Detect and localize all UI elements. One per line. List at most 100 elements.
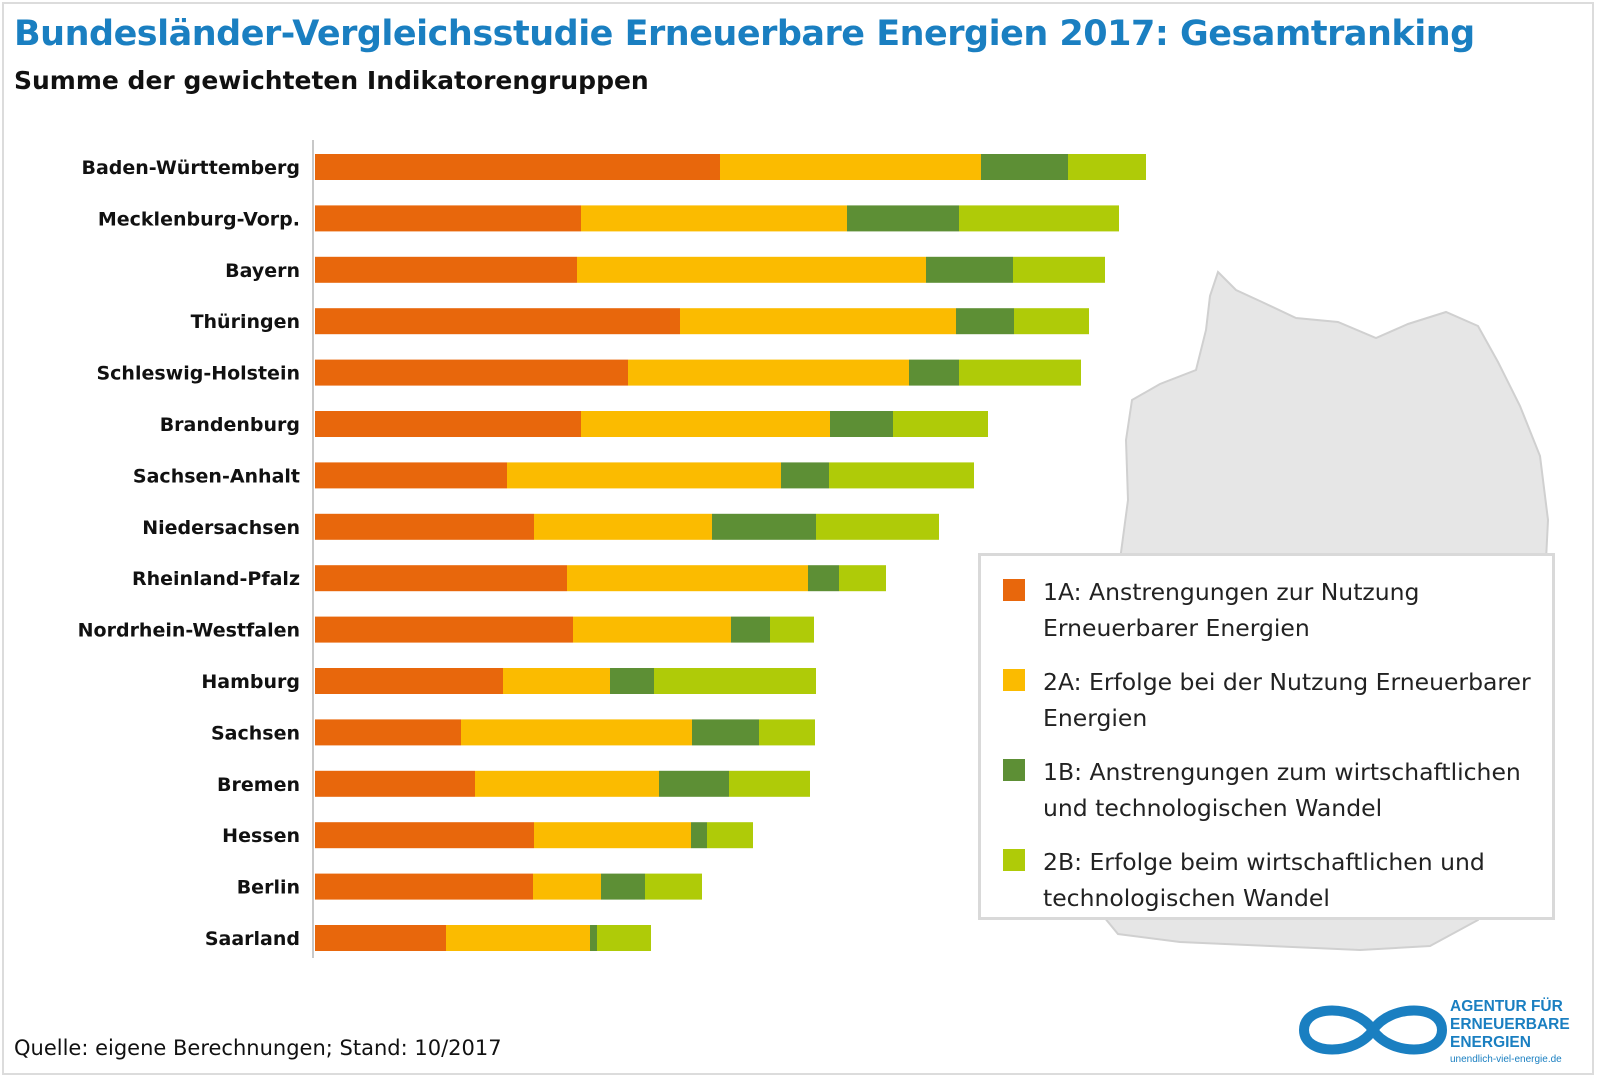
bar-segment-2a [573,616,731,643]
bar-segment-2b [1068,154,1146,180]
legend-label-2b: 2B: Erfolge beim wirtschaftlichen und te… [1043,848,1485,912]
bar-segment-1a [315,925,446,951]
bar-segment-1b [847,205,959,232]
bar-segment-1b [692,719,759,746]
bar-segment-2a [680,308,956,335]
category-label: Sachsen-Anhalt [133,465,300,487]
category-label: Saarland [205,928,300,950]
bar-segment-2a [581,205,847,232]
bar-segment-2b [1014,308,1089,335]
category-labels: Baden-Württemberg Mecklenburg-Vorp. Bayern… [78,157,300,950]
bar-segment-2a [461,719,692,746]
bar-segment-2a [503,668,610,694]
bar-segment-1b [601,873,645,900]
bar-segment-2b [707,822,753,849]
bar-segment-2b [759,719,815,746]
bar-segment-1a [315,822,534,849]
aee-logo[interactable]: AGENTUR FÜR ERNEUERBARE ENERGIEN unendli… [1298,990,1588,1070]
bar-segment-2a [628,359,909,386]
logo-line-1: AGENTUR FÜR [1450,998,1563,1015]
bar-segment-1a [315,770,475,797]
bar-segment-2a [567,565,808,592]
bar-segment-1b [781,462,829,489]
logo-line-2: ERNEUERBARE [1450,1016,1570,1033]
legend-label-1b: 1B: Anstrengungen zum wirtschaftlichen u… [1043,758,1521,822]
bar-segment-1b [691,822,707,849]
bar-segment-2a [577,256,926,283]
bar-segment-1b [731,616,770,643]
logo-wordmark: AGENTUR FÜR ERNEUERBARE ENERGIEN [1450,998,1570,1052]
category-label: Hamburg [201,671,300,693]
bar-segment-1b [981,154,1068,180]
infinity-logo-icon [1298,1005,1448,1055]
bar-segment-1b [808,565,839,592]
category-label: Brandenburg [160,414,300,436]
bar-segment-2a [507,462,781,489]
bar-segment-1b [712,513,816,540]
bar-segment-2a [534,822,691,849]
bar-segment-2a [475,770,659,797]
category-label: Sachsen [211,722,300,744]
bar-segment-2a [720,154,981,180]
category-label: Hessen [222,825,300,847]
bar-segment-1a [315,873,533,900]
bar-segment-1b [926,256,1013,283]
source-note: Quelle: eigene Berechnungen; Stand: 10/2… [14,1036,502,1060]
bar-segment-2a [533,873,601,900]
category-label: Bremen [217,774,300,796]
legend-label-1a: 1A: Anstrengungen zur Nutzung Erneuerbar… [1043,578,1420,642]
category-label: Bayern [225,260,300,282]
bar-segment-1b [909,359,959,386]
bar-segment-2b [770,616,814,643]
bar-segment-1a [315,616,573,643]
bar-segment-1b [659,770,729,797]
bar-segment-1a [315,308,680,335]
bar-segment-2a [446,925,590,951]
bar-segment-2b [816,513,939,540]
category-label: Baden-Württemberg [81,157,300,179]
bar-segment-1a [315,256,577,283]
bar-segment-1a [315,565,567,592]
bar-segment-2b [1013,256,1105,283]
bar-segment-2b [959,205,1119,232]
category-label: Berlin [237,877,300,899]
bar-segment-2b [654,668,816,694]
bar-segment-1a [315,154,720,180]
bar-segment-1a [315,513,534,540]
bar-segment-1b [830,411,893,437]
bar-segment-1a [315,411,581,437]
category-label: Rheinland-Pfalz [132,568,300,590]
chart-title: Bundesländer-Vergleichsstudie Erneuerbar… [14,14,1475,54]
category-label: Mecklenburg-Vorp. [98,208,300,230]
bar-segment-1a [315,359,628,386]
bar-segment-2b [829,462,974,489]
legend: 1A: Anstrengungen zur Nutzung Erneuerbar… [978,553,1555,920]
bar-segment-1b [610,668,654,694]
bar-segment-1b [590,925,597,951]
category-label: Nordrhein-Westfalen [78,620,300,642]
bar-segment-1a [315,668,503,694]
legend-label-2a: 2A: Erfolge bei der Nutzung Erneuerbarer… [1043,668,1531,732]
bar-segment-2b [597,925,651,951]
bar-segment-2a [581,411,830,437]
bar-segment-2b [959,359,1081,386]
bar-segment-1a [315,205,581,232]
bar-series-group [315,154,1146,951]
category-label: Thüringen [191,311,300,333]
bar-segment-2b [839,565,886,592]
legend-swatch-2b [1003,849,1025,871]
bar-segment-2b [645,873,702,900]
bar-segment-2a [534,513,712,540]
legend-swatch-1b [1003,759,1025,781]
category-label: Niedersachsen [142,517,300,539]
bar-segment-1b [956,308,1014,335]
logo-url: unendlich-viel-energie.de [1450,1054,1562,1065]
logo-line-3: ENERGIEN [1450,1034,1531,1051]
legend-swatch-2a [1003,669,1025,691]
category-label: Schleswig-Holstein [96,363,300,385]
bar-segment-2b [893,411,988,437]
legend-swatch-1a [1003,579,1025,601]
chart-subtitle: Summe der gewichteten Indikatorengruppen [14,66,649,95]
bar-segment-1a [315,462,507,489]
